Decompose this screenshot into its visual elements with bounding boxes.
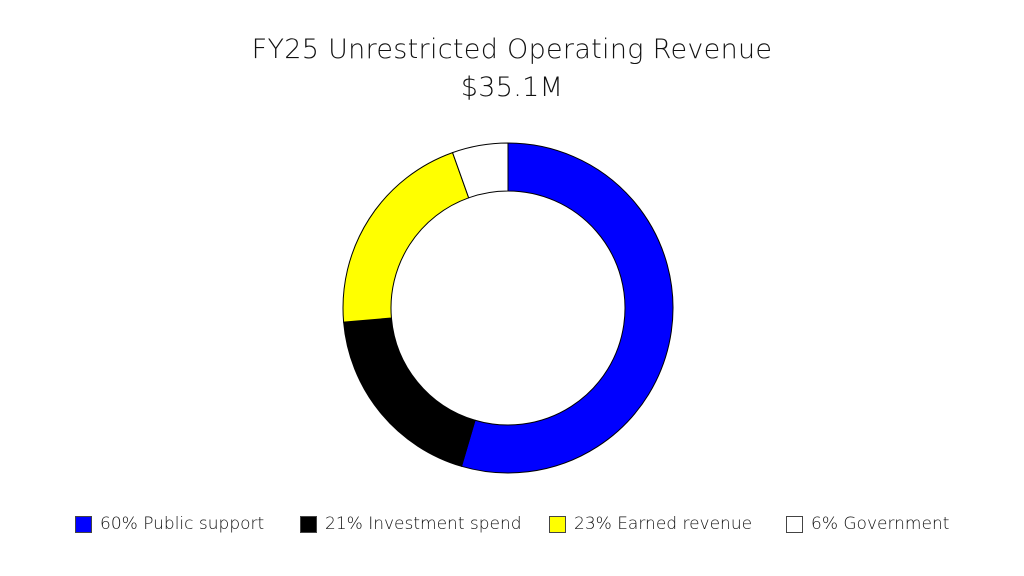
legend-label: 23% Earned revenue — [574, 514, 753, 534]
legend-swatch — [549, 515, 566, 533]
chart-subtitle: $35.1M — [460, 72, 564, 103]
legend-swatch — [300, 515, 317, 533]
legend-item-government: 6% Government — [786, 514, 949, 534]
slice-government — [451, 142, 509, 199]
legend-label: 21% Investment spend — [325, 514, 522, 534]
legend-swatch — [786, 515, 803, 533]
slice-investment-spend — [343, 317, 476, 467]
legend-item-investment-spend: 21% Investment spend — [300, 514, 522, 534]
legend-label: 60% Public support — [100, 514, 265, 534]
legend-item-earned-revenue: 23% Earned revenue — [549, 514, 752, 534]
chart-title: FY25 Unrestricted Operating Revenue — [251, 34, 773, 65]
legend-label: 6% Government — [811, 514, 950, 534]
legend-swatch — [75, 515, 92, 533]
slice-earned-revenue — [342, 151, 470, 323]
slice-public-support — [460, 142, 674, 474]
legend-item-public-support: 60% Public support — [75, 514, 264, 534]
